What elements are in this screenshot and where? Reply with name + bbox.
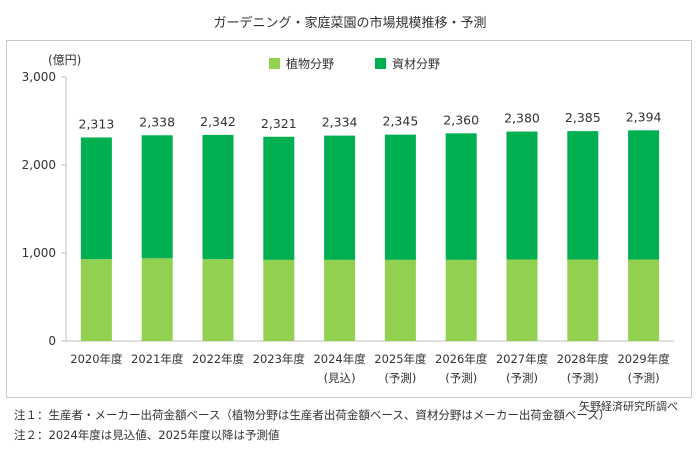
x-tick-label: 2021年度	[131, 352, 184, 366]
total-data-label: 2,385	[565, 110, 601, 125]
bar-material	[141, 135, 173, 259]
y-tick-label: 2,000	[22, 158, 56, 172]
legend-plant: 植物分野	[269, 55, 334, 72]
total-data-label: 2,360	[443, 112, 479, 127]
x-tick-label: 2023年度	[253, 352, 306, 366]
x-tick-label: 2024年度	[313, 352, 366, 366]
total-data-label: 2,380	[504, 111, 540, 126]
total-data-label: 2,313	[79, 116, 115, 131]
legend-material: 資材分野	[375, 55, 440, 72]
bar-material	[384, 134, 416, 260]
bar-material	[628, 130, 660, 260]
total-data-label: 2,345	[383, 114, 419, 129]
bar-plant	[80, 259, 112, 341]
bar-material	[202, 134, 234, 260]
x-tick-note: (見込)	[324, 371, 356, 385]
chart-frame	[6, 40, 692, 398]
legend-swatch-material	[375, 58, 386, 69]
bar-chart: 0 1,000 2,000 3,000 2,313 2020年度 2,338 2021年度 2,…	[22, 70, 674, 385]
bar-plant	[628, 259, 660, 341]
footnotes: 注１：生産者・メーカー出荷金額ベース（植物分野は生産者出荷金額ベース、資材分野は…	[14, 405, 610, 445]
x-tick-note: (予測)	[384, 371, 416, 385]
bar-plant	[324, 259, 356, 341]
bar-material	[263, 136, 295, 260]
total-data-label: 2,342	[200, 114, 236, 129]
x-tick-note: (予測)	[506, 371, 538, 385]
x-tick-label: 2020年度	[70, 352, 123, 366]
footnote-2: 注２：2024年度は見込値、2025年度以降は予測値	[14, 428, 280, 442]
legend-label-plant: 植物分野	[286, 57, 335, 71]
legend-swatch-plant	[269, 58, 280, 69]
x-tick-label: 2025年度	[374, 352, 427, 366]
total-data-label: 2,334	[322, 115, 358, 130]
bar-plant	[567, 259, 599, 341]
legend-label-material: 資材分野	[392, 57, 441, 71]
bar-material	[506, 131, 538, 260]
total-data-label: 2,338	[139, 114, 175, 129]
x-tick-label: 2026年度	[435, 352, 488, 366]
y-tick-label: 0	[48, 334, 56, 348]
bar-plant	[506, 259, 538, 341]
chart-title: ガーデニング・家庭菜園の市場規模推移・予測	[213, 16, 487, 31]
x-tick-note: (予測)	[567, 371, 599, 385]
total-data-label: 2,321	[261, 116, 297, 131]
bar-plant	[263, 259, 295, 341]
footnote-1: 注１：生産者・メーカー出荷金額ベース（植物分野は生産者出荷金額ベース、資材分野は…	[14, 408, 611, 422]
bar-plant	[445, 259, 477, 341]
bar-plant	[202, 259, 234, 341]
x-tick-label: 2029年度	[617, 352, 670, 366]
x-tick-label: 2027年度	[496, 352, 549, 366]
x-tick-note: (予測)	[445, 371, 477, 385]
bar-plant	[384, 259, 416, 341]
bar-material	[80, 137, 112, 260]
bar-material	[324, 135, 356, 260]
bar-plant	[141, 258, 173, 341]
bar-material	[567, 131, 599, 260]
y-axis-unit-label: (億円)	[48, 53, 82, 67]
x-tick-note: (予測)	[628, 371, 660, 385]
x-tick-label: 2028年度	[557, 352, 610, 366]
y-tick-label: 1,000	[22, 246, 56, 260]
total-data-label: 2,394	[626, 109, 662, 124]
bar-material	[445, 133, 477, 260]
x-tick-label: 2022年度	[192, 352, 245, 366]
y-tick-label: 3,000	[22, 70, 56, 84]
source-credit: 矢野経済研究所調べ	[579, 400, 678, 413]
